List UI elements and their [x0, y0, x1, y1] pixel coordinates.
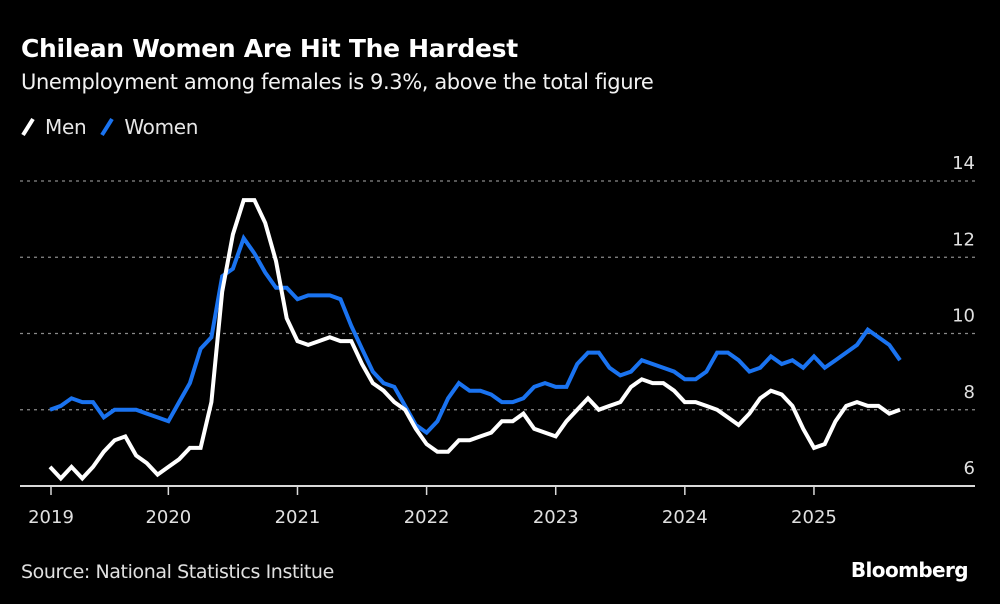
- x-tick-label: 2022: [404, 507, 450, 528]
- x-tick-label: 2019: [28, 507, 74, 528]
- x-tick-label: 2020: [145, 507, 191, 528]
- x-tick-label: 2025: [791, 507, 837, 528]
- y-tick-label: 8: [964, 382, 975, 403]
- legend-label-women: Women: [124, 115, 199, 139]
- series-line-men: [48, 198, 901, 482]
- series-lines: [48, 198, 902, 482]
- legend-item-women: Women: [100, 115, 198, 139]
- x-tick-label: 2023: [533, 507, 579, 528]
- chart-title: Chilean Women Are Hit The Hardest: [21, 34, 518, 63]
- legend-label-men: Men: [45, 115, 87, 139]
- y-tick-label: 10: [952, 306, 975, 327]
- y-tick-label: 14: [952, 153, 975, 174]
- legend-swatch-women-icon: [100, 117, 115, 137]
- y-tick-label: 12: [952, 229, 975, 250]
- x-tick-label: 2021: [275, 507, 321, 528]
- gridlines: [20, 180, 975, 411]
- y-tick-label: 6: [964, 458, 975, 479]
- chart-subtitle: Unemployment among females is 9.3%, abov…: [21, 70, 654, 94]
- y-axis-labels: 6 8 10 12 14: [952, 153, 975, 479]
- legend: Men Women: [21, 115, 212, 139]
- legend-swatch-men-icon: [21, 117, 35, 137]
- x-tick-label: 2024: [662, 507, 708, 528]
- legend-item-men: Men: [21, 115, 87, 139]
- source-note: Source: National Statistics Institue: [21, 561, 334, 583]
- x-axis: 2019 2020 2021 2022 2023 2024 2025: [20, 485, 975, 528]
- series-line-women: [49, 233, 902, 436]
- bloomberg-logo: Bloomberg: [850, 558, 969, 582]
